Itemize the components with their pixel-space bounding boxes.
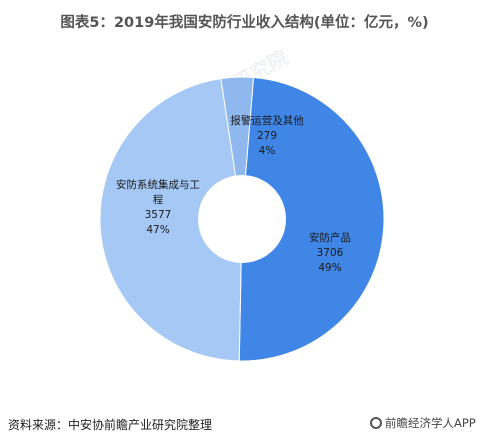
slice-label-value: 279	[257, 130, 277, 142]
source-note: 资料来源：中安协前瞻产业研究院整理	[8, 418, 213, 432]
donut-slices	[99, 76, 385, 362]
donut-hole	[198, 175, 286, 263]
slice-label-system-integration: 安防系统集成与工 程 3577 47%	[116, 178, 200, 236]
slice-label-name-line2: 程	[153, 194, 164, 206]
slice-label-name: 安防产品	[309, 231, 351, 244]
slice-label-name: 报警运营及其他	[230, 114, 304, 127]
slice-label-alarm-operation: 报警运营及其他 279 4%	[230, 114, 304, 157]
slice-label-value: 3706	[317, 247, 344, 259]
slice-label-name-line1: 安防系统集成与工	[116, 178, 200, 191]
chart-title: 图表5：2019年我国安防行业收入结构(单位：亿元，%)	[60, 15, 429, 31]
slice-label-value: 3577	[145, 209, 172, 221]
brand-logo-icon	[370, 417, 382, 429]
slice-label-security-products: 安防产品 3706 49%	[309, 231, 351, 274]
slice-label-percent: 4%	[259, 145, 276, 157]
brand-text: 前瞻经济学人APP	[385, 416, 476, 430]
slice-label-percent: 49%	[318, 262, 341, 274]
brand-footer: 前瞻经济学人APP	[370, 415, 476, 431]
slice-label-percent: 47%	[146, 224, 169, 236]
slice-security-products	[238, 76, 385, 362]
slice-system-integration	[99, 78, 243, 362]
